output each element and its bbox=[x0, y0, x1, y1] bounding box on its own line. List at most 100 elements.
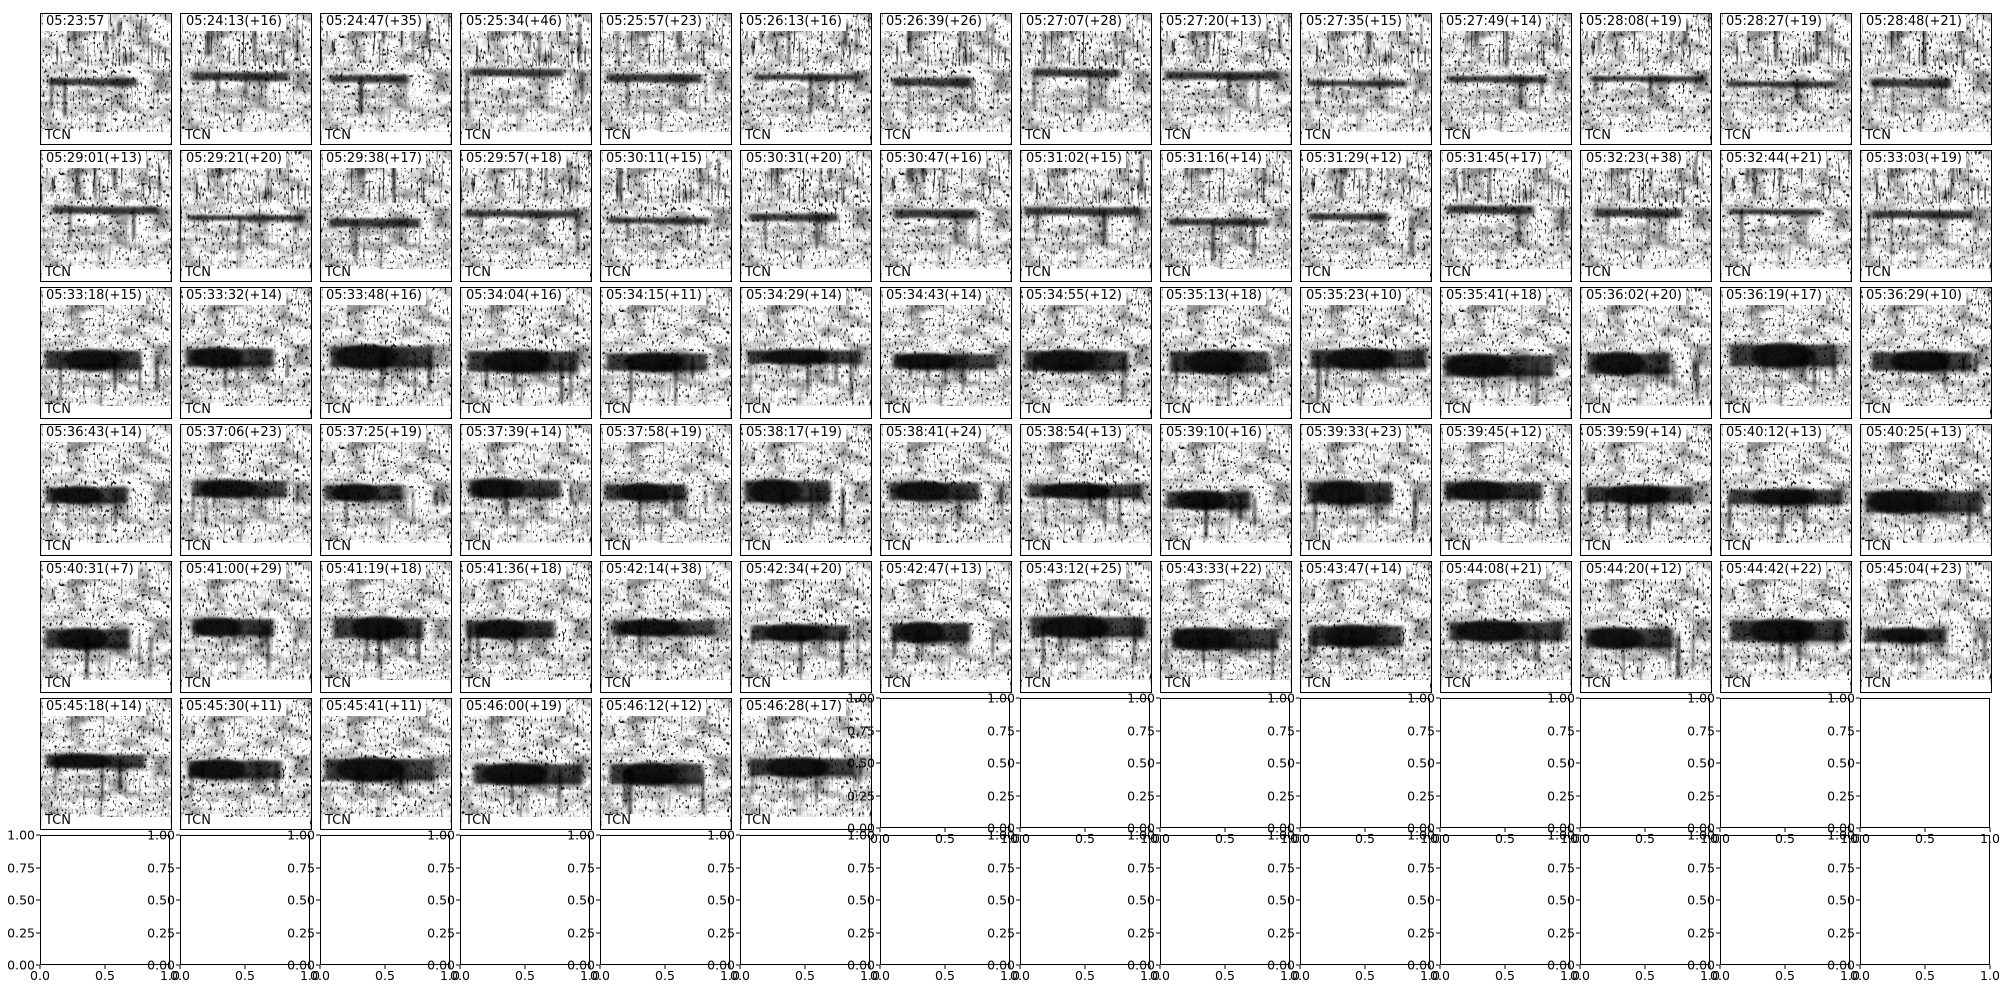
x-tick-mark bbox=[1784, 965, 1786, 969]
panel-title: 05:45:30(+11) bbox=[183, 699, 286, 716]
spectrogram-panel: 05:31:16(+14) TCN bbox=[1160, 150, 1292, 282]
y-tick-mark bbox=[1296, 899, 1300, 901]
y-tick-mark bbox=[1716, 762, 1720, 764]
x-tick-label: 0.0 bbox=[730, 968, 750, 983]
spectrogram-image bbox=[1721, 151, 1851, 281]
y-tick-mark bbox=[316, 867, 320, 868]
spectrogram-panel: 05:29:01(+13) TCN bbox=[40, 150, 172, 282]
y-tick-mark bbox=[876, 730, 880, 731]
panel-title: 05:27:35(+15) bbox=[1303, 14, 1406, 31]
x-tick-label: 1.0 bbox=[440, 968, 460, 983]
spectrogram-image bbox=[321, 562, 451, 692]
axes-frame bbox=[1580, 698, 1710, 828]
y-tick-label: 0.25 bbox=[1827, 925, 1855, 940]
y-tick-mark bbox=[1436, 964, 1440, 966]
spectrogram-image bbox=[1581, 14, 1711, 144]
empty-axes: 1.00 0.75 0.50 0.25 0.00 0.0 0.5 1.0 bbox=[1407, 692, 1580, 846]
y-tick-label: 1.00 bbox=[847, 827, 875, 843]
x-tick-mark bbox=[1709, 828, 1711, 832]
spectrogram-panel: 05:37:06(+23) TCN bbox=[180, 424, 312, 556]
axes-frame bbox=[1020, 698, 1150, 828]
x-tick-mark bbox=[1364, 965, 1366, 969]
spectrogram-panel: 05:36:02(+20) TCN bbox=[1580, 287, 1712, 419]
y-tick-mark bbox=[1436, 762, 1440, 764]
x-tick-label: 0.5 bbox=[935, 968, 955, 983]
empty-axes: 1.00 0.75 0.50 0.25 0.00 0.0 0.5 1.0 bbox=[1827, 829, 2000, 983]
panel-title: 05:24:13(+16) bbox=[183, 14, 286, 31]
y-tick-label: 0.75 bbox=[1267, 723, 1295, 738]
axes-frame bbox=[1020, 835, 1150, 965]
spectrogram-image bbox=[881, 562, 1011, 692]
y-tick-mark bbox=[456, 964, 460, 966]
spectrogram-panel: 05:39:33(+23) TCN bbox=[1300, 424, 1432, 556]
y-tick-label: 0.75 bbox=[1127, 860, 1155, 875]
axes-frame bbox=[320, 835, 450, 965]
x-tick-mark bbox=[319, 965, 321, 969]
model-label: TCN bbox=[1163, 677, 1197, 691]
x-tick-label: 0.5 bbox=[95, 968, 115, 983]
y-tick-mark bbox=[876, 932, 880, 933]
spectrogram-panel: 05:32:23(+38) TCN bbox=[1580, 150, 1712, 282]
y-tick-mark bbox=[1156, 964, 1160, 966]
x-tick-mark bbox=[1364, 828, 1366, 832]
x-tick-label: 1.0 bbox=[1980, 968, 2000, 983]
y-tick-mark bbox=[1716, 827, 1720, 829]
panel-title: 05:43:47(+14) bbox=[1303, 562, 1406, 579]
y-tick-label: 0.25 bbox=[1687, 788, 1715, 803]
y-tick-label: 0.25 bbox=[567, 925, 595, 940]
model-label: TCN bbox=[1443, 266, 1477, 280]
spectrogram-image bbox=[1301, 14, 1431, 144]
spectrogram-panel: 05:33:32(+14) TCN bbox=[180, 287, 312, 419]
axes-frame bbox=[1580, 835, 1710, 965]
y-tick-mark bbox=[1436, 899, 1440, 901]
x-tick-label: 1.0 bbox=[300, 968, 320, 983]
y-tick-mark bbox=[596, 834, 600, 836]
spectrogram-panel: 05:34:43(+14) TCN bbox=[880, 287, 1012, 419]
x-tick-label: 0.5 bbox=[1915, 831, 1935, 846]
y-tick-mark bbox=[1156, 827, 1160, 829]
spectrogram-panel: 05:45:41(+11) TCN bbox=[320, 698, 452, 830]
model-label: TCN bbox=[463, 403, 497, 417]
y-tick-label: 0.75 bbox=[147, 860, 175, 875]
empty-axes: 1.00 0.75 0.50 0.25 0.00 0.0 0.5 1.0 bbox=[707, 829, 880, 983]
spectrogram-image bbox=[1721, 562, 1851, 692]
spectrogram-image bbox=[1161, 425, 1291, 555]
y-tick-label: 0.50 bbox=[707, 892, 735, 908]
x-tick-mark bbox=[1019, 965, 1021, 969]
x-tick-label: 1.0 bbox=[1700, 968, 1720, 983]
panel-title: 05:28:27(+19) bbox=[1723, 14, 1826, 31]
y-tick-mark bbox=[176, 834, 180, 836]
y-tick-mark bbox=[1576, 795, 1580, 796]
y-tick-mark bbox=[1856, 827, 1860, 829]
y-tick-label: 0.25 bbox=[1127, 925, 1155, 940]
spectrogram-image bbox=[601, 699, 731, 829]
panel-title: 05:33:18(+15) bbox=[43, 288, 146, 305]
panel-title: 05:36:19(+17) bbox=[1723, 288, 1826, 305]
model-label: TCN bbox=[883, 677, 917, 691]
spectrogram-panel: 05:30:31(+20) TCN bbox=[740, 150, 872, 282]
model-label: TCN bbox=[323, 129, 357, 143]
y-tick-mark bbox=[1436, 932, 1440, 933]
panel-title: 05:45:41(+11) bbox=[323, 699, 426, 716]
spectrogram-image bbox=[41, 151, 171, 281]
spectrogram-image bbox=[1021, 425, 1151, 555]
x-tick-label: 1.0 bbox=[720, 968, 740, 983]
model-label: TCN bbox=[603, 129, 637, 143]
model-label: TCN bbox=[1443, 677, 1477, 691]
model-label: TCN bbox=[323, 540, 357, 554]
spectrogram-panel: 05:38:54(+13) TCN bbox=[1020, 424, 1152, 556]
model-label: TCN bbox=[1863, 266, 1897, 280]
y-tick-label: 0.00 bbox=[7, 957, 35, 973]
model-label: TCN bbox=[43, 677, 77, 691]
model-label: TCN bbox=[603, 814, 637, 828]
model-label: TCN bbox=[1443, 129, 1477, 143]
model-label: TCN bbox=[1163, 403, 1197, 417]
spectrogram-image bbox=[1861, 288, 1991, 418]
spectrogram-panel: 05:40:12(+13) TCN bbox=[1720, 424, 1852, 556]
axes-frame bbox=[740, 835, 870, 965]
x-tick-label: 1.0 bbox=[1420, 831, 1440, 846]
y-tick-label: 0.25 bbox=[847, 788, 875, 803]
x-tick-label: 1.0 bbox=[860, 968, 880, 983]
y-tick-mark bbox=[1856, 899, 1860, 901]
spectrogram-image bbox=[41, 425, 171, 555]
